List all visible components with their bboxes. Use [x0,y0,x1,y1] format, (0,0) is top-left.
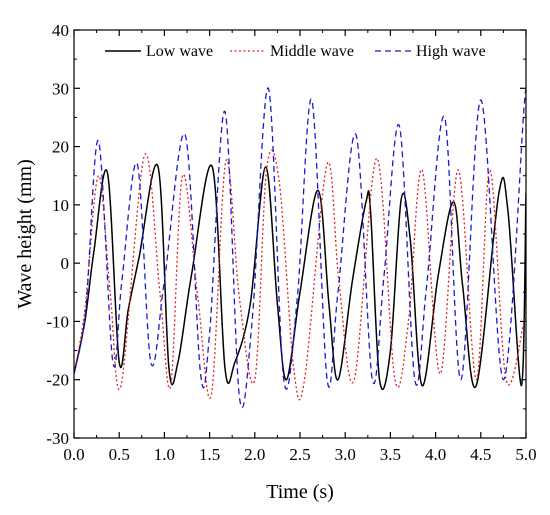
legend-label-1: Low wave [146,43,213,60]
series-line-2 [74,149,526,401]
x-tick-label: 5.0 [515,445,536,464]
y-tick-label: 0 [61,254,70,273]
y-tick-label: -30 [46,429,69,448]
plot-area [74,87,526,409]
y-tick-label: 20 [52,138,69,157]
x-tick-label: 1.0 [154,445,175,464]
x-axis-title: Time (s) [266,481,334,503]
y-tick-label: 30 [52,79,69,98]
x-tick-label: 3.0 [335,445,356,464]
x-tick-label: 4.5 [470,445,491,464]
y-tick-label: -10 [46,312,69,331]
y-tick-label: 40 [52,21,69,40]
series-line-1 [74,163,526,390]
x-tick-label: 2.5 [289,445,310,464]
x-tick-label: 4.0 [425,445,446,464]
legend-label-3: High wave [416,43,486,60]
x-tick-label: 3.5 [380,445,401,464]
x-tick-label: 2.0 [244,445,265,464]
y-axis-title: Wave height (mm) [14,159,36,308]
series-line-3 [74,87,526,409]
legend: Low wave Middle wave High wave [105,43,486,60]
legend-label-2: Middle wave [270,43,354,60]
ticks-layer [73,29,527,439]
x-tick-label: 0.0 [63,445,84,464]
y-tick-label: -20 [46,371,69,390]
x-tick-label: 0.5 [109,445,130,464]
x-tick-label: 1.5 [199,445,220,464]
y-tick-label: 10 [52,196,69,215]
tick-labels-layer: 0.0 0.5 1.0 1.5 2.0 2.5 3.0 3.5 4.0 4.5 5.0 -30 -20 -… [46,21,536,464]
series-layer [74,87,526,409]
